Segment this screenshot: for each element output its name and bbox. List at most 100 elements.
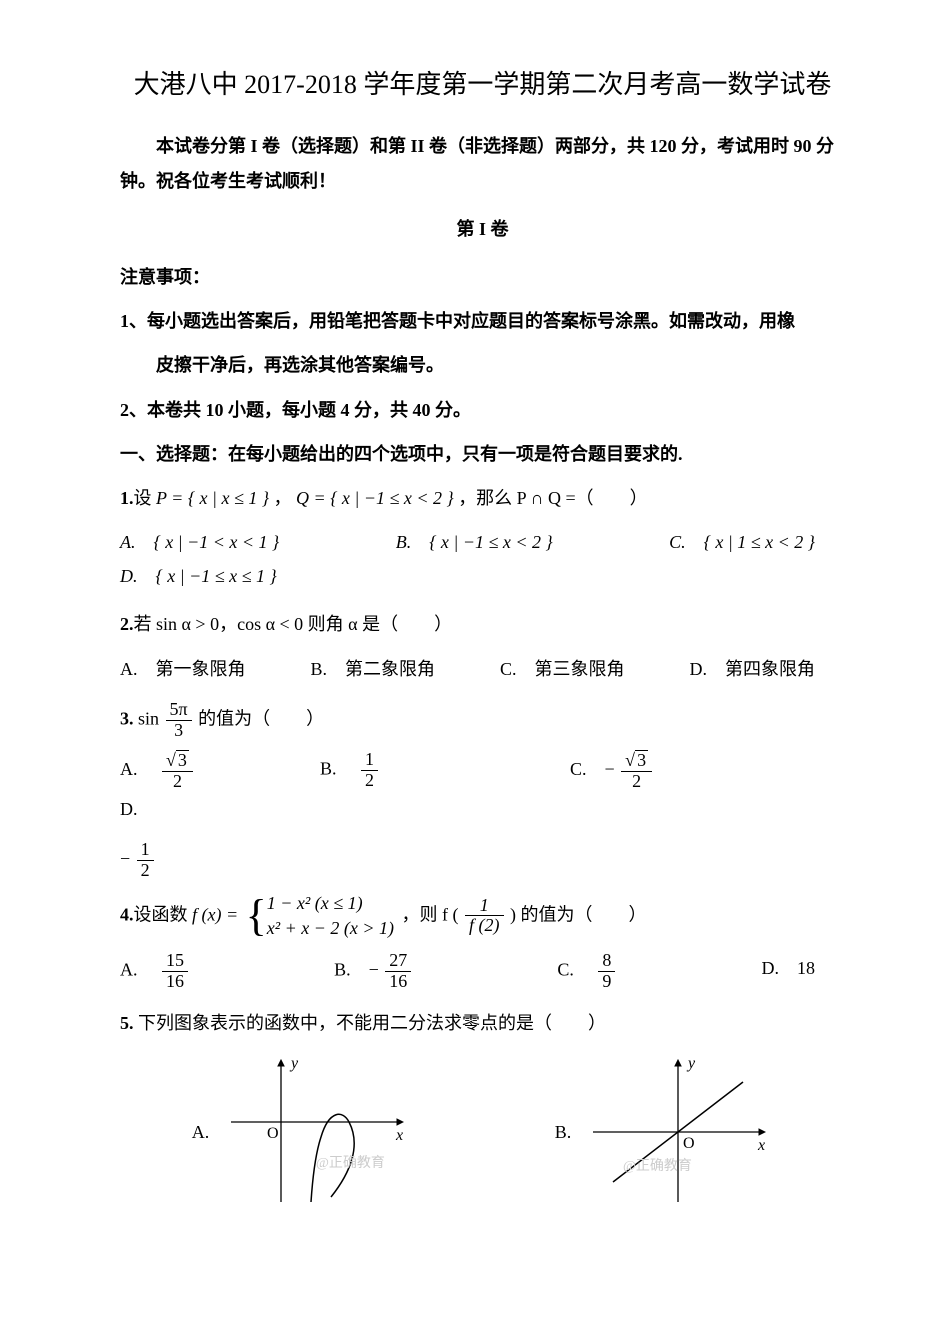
q5-fig-a-label: A. [192, 1115, 210, 1149]
q1-option-c: C. { x | 1 ≤ x < 2 } [669, 525, 815, 559]
q4-c-den: 9 [598, 972, 615, 992]
q4-a-frac: 15 16 [162, 951, 188, 992]
q4-tail: ) 的值为（ ） [510, 904, 647, 924]
intro-paragraph: 本试卷分第 I 卷（选择题）和第 II 卷（非选择题）两部分，共 120 分，考… [120, 129, 845, 197]
question-5: 5. 下列图象表示的函数中，不能用二分法求零点的是（ ） [120, 1006, 845, 1040]
q1-comma1: ， [274, 488, 292, 508]
q4-option-a: A. 15 16 [120, 951, 190, 992]
q4-case1: 1 − x² (x ≤ 1) [267, 891, 394, 916]
q1-options: A. { x | −1 < x < 1 } B. { x | −1 ≤ x < … [120, 525, 845, 593]
q4-a-den: 16 [162, 972, 188, 992]
note-1-line-a: 1、每小题选出答案后，用铅笔把答题卡中对应题目的答案标号涂黑。如需改动，用橡 [120, 304, 845, 338]
choice-heading: 一、选择题：在每小题给出的四个选项中，只有一项是符合题目要求的. [120, 437, 845, 471]
axis-y-label-b: y [686, 1055, 696, 1072]
watermark-a: @正确教育 [316, 1155, 385, 1171]
q3-a-frac: 3 2 [162, 750, 193, 792]
q3-frac-num: 5π [166, 700, 192, 721]
q3-a-den: 2 [162, 772, 193, 792]
q4-inner-frac: 1 f (2) [465, 896, 504, 937]
q4-c-label: C. [557, 960, 592, 980]
q4-c-frac: 8 9 [598, 951, 615, 992]
axis-x-label-b: x [757, 1137, 765, 1154]
note-1-line-b: 皮擦干净后，再选涂其他答案编号。 [120, 348, 845, 382]
q3-d-den: 2 [137, 861, 154, 881]
q3-d-pre: − [120, 849, 130, 869]
q4-b-frac: 27 16 [385, 951, 411, 992]
q3-c-label: C. − [570, 759, 615, 779]
q5-stem: 下列图象表示的函数中，不能用二分法求零点的是（ ） [134, 1013, 607, 1033]
q5-figure-a: A. x y O @正确教育 [192, 1052, 412, 1212]
axis-x-label: x [395, 1127, 403, 1144]
q3-tail: 的值为（ ） [198, 708, 324, 728]
q5-number: 5. [120, 1013, 134, 1033]
q3-b-frac: 1 2 [361, 750, 378, 791]
q5-figure-b: B. x y O @正确教育 [555, 1052, 774, 1212]
q1-option-a: A. { x | −1 < x < 1 } [120, 525, 279, 559]
q4-number: 4. [120, 904, 134, 924]
origin-label-b: O [683, 1135, 695, 1152]
q1-option-b: B. { x | −1 ≤ x < 2 } [396, 525, 553, 559]
q4-fx: f (x) = [192, 904, 238, 924]
question-1: 1.设 P = { x | x ≤ 1 } ， Q = { x | −1 ≤ x… [120, 481, 845, 515]
q3-option-d-label: D. [120, 792, 138, 826]
q1-p-set: { x | x ≤ 1 } [188, 488, 269, 508]
q3-c-num: 3 [621, 750, 652, 772]
q4-a-label: A. [120, 960, 156, 980]
q3-frac-den: 3 [166, 721, 192, 741]
q2-option-c: C. 第三象限角 [500, 652, 625, 686]
watermark-b: @正确教育 [623, 1158, 692, 1174]
question-2: 2.若 sin α > 0，cos α < 0 则角 α 是（ ） [120, 607, 845, 641]
axis-y-label: y [289, 1055, 299, 1072]
q2-options: A. 第一象限角 B. 第二象限角 C. 第三象限角 D. 第四象限角 [120, 652, 845, 686]
q5-fig-b-svg: x y O @正确教育 [583, 1052, 773, 1212]
q5-figures: A. x y O @正确教育 B. x [120, 1052, 845, 1212]
q3-option-c: C. − 3 2 [570, 750, 770, 792]
q3-b-num: 1 [361, 750, 378, 771]
q4-inner-num: 1 [465, 896, 504, 917]
q1-tail: ，那么 P ∩ Q =（ ） [458, 488, 648, 508]
q1-p-lhs: P = [156, 488, 183, 508]
page-title: 大港八中 2017-2018 学年度第一学期第二次月考高一数学试卷 [120, 60, 845, 109]
q4-option-d: D. 18 [761, 951, 815, 992]
q2-stem: 若 sin α > 0，cos α < 0 则角 α 是（ ） [134, 614, 453, 634]
q4-inner-den: f (2) [465, 916, 504, 936]
q3-a-num: 3 [162, 750, 193, 772]
brace-left-icon: { [246, 894, 267, 938]
q4-b-den: 16 [385, 972, 411, 992]
section-1-title: 第 I 卷 [120, 212, 845, 246]
q4-pre: 设函数 [134, 904, 193, 924]
question-3: 3. sin 5π 3 的值为（ ） [120, 700, 845, 741]
note-2: 2、本卷共 10 小题，每小题 4 分，共 40 分。 [120, 393, 845, 427]
q4-b-label: B. − [334, 960, 379, 980]
q2-option-a: A. 第一象限角 [120, 652, 246, 686]
q3-options-row1: A. 3 2 B. 1 2 C. − 3 2 D. [120, 750, 845, 826]
q3-number: 3. [120, 708, 134, 728]
q3-c-den: 2 [621, 772, 652, 792]
q4-option-b: B. − 27 16 [334, 951, 413, 992]
q3-option-b: B. 1 2 [320, 750, 540, 792]
q3-option-d-value: − 1 2 [120, 840, 845, 881]
q4-options: A. 15 16 B. − 27 16 C. 8 9 D. 18 [120, 951, 845, 992]
q4-b-num: 27 [385, 951, 411, 972]
question-4: 4.设函数 f (x) = { 1 − x² (x ≤ 1) x² + x − … [120, 891, 845, 941]
q3-b-label: B. [320, 759, 355, 779]
q1-q-lhs: Q = [296, 488, 326, 508]
q3-d-num: 1 [137, 840, 154, 861]
q4-case2: x² + x − 2 (x > 1) [267, 916, 394, 941]
q3-frac: 5π 3 [166, 700, 192, 741]
q5-fig-a-svg: x y O @正确教育 [221, 1052, 411, 1212]
q2-option-b: B. 第二象限角 [310, 652, 435, 686]
q1-pre: 设 [134, 488, 157, 508]
q4-piecewise: { 1 − x² (x ≤ 1) x² + x − 2 (x > 1) [246, 891, 394, 941]
q3-b-den: 2 [361, 771, 378, 791]
q3-option-a: A. 3 2 [120, 750, 290, 792]
q5-fig-b-label: B. [555, 1115, 572, 1149]
q3-c-frac: 3 2 [621, 750, 652, 792]
q3-pre: sin [138, 708, 159, 728]
q4-option-c: C. 8 9 [557, 951, 617, 992]
q3-a-label: A. [120, 759, 156, 779]
q1-q-set: { x | −1 ≤ x < 2 } [330, 488, 454, 508]
q4-c-num: 8 [598, 951, 615, 972]
q4-mid: ，则 f ( [402, 904, 459, 924]
q3-d-frac: 1 2 [137, 840, 154, 881]
